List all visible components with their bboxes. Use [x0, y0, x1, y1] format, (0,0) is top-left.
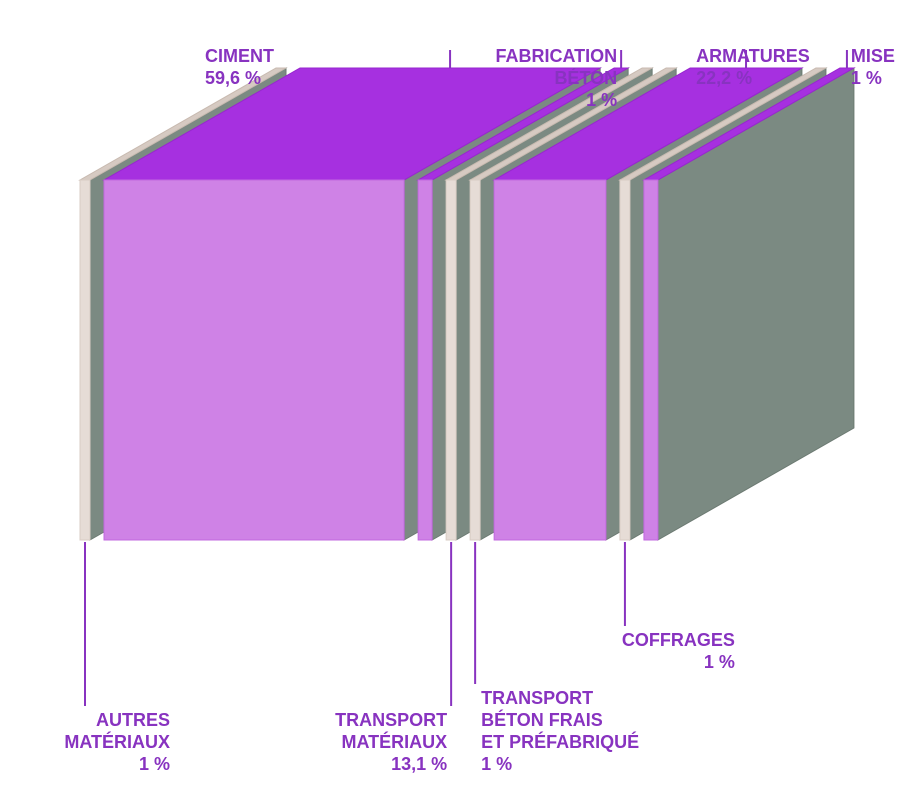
label-mise-en-place: MISE EN PLACE1 %: [851, 46, 900, 88]
slab-transport_beton_frais-front: [470, 180, 480, 540]
label-coffrages-line2: 1 %: [704, 652, 735, 672]
label-transport-materiaux-line2: MATÉRIAUX: [341, 731, 447, 752]
label-armatures-line1: ARMATURES: [696, 46, 810, 66]
slab-autres_materiaux-front: [80, 180, 90, 540]
label-fabrication-line3: 1 %: [586, 90, 617, 110]
slab-ciment-front: [104, 180, 404, 540]
slab-coffrages-front: [620, 180, 630, 540]
label-autres-materiaux: AUTRESMATÉRIAUX1 %: [64, 710, 170, 774]
label-fabrication-line2: BÉTON: [554, 67, 617, 88]
slab-mise_en_place-front: [644, 180, 658, 540]
label-autres-materiaux-line2: MATÉRIAUX: [64, 731, 170, 752]
label-fabrication-line1: FABRICATION: [495, 46, 617, 66]
label-transport-materiaux-line1: TRANSPORT: [335, 710, 447, 730]
label-mise-en-place-line1: MISE EN PLACE: [851, 46, 900, 66]
label-armatures-line2: 22,2 %: [696, 68, 752, 88]
label-transport-materiaux-line3: 13,1 %: [391, 754, 447, 774]
label-autres-materiaux-line1: AUTRES: [96, 710, 170, 730]
label-autres-materiaux-line3: 1 %: [139, 754, 170, 774]
exploded-3d-chart: CIMENT59,6 %FABRICATIONBÉTON1 %ARMATURES…: [0, 0, 900, 808]
slab-fabrication_beton-front: [418, 180, 432, 540]
label-transport-beton-line3: ET PRÉFABRIQUÉ: [481, 731, 639, 752]
label-ciment-line2: 59,6 %: [205, 68, 261, 88]
slab-transport_materiaux-front: [446, 180, 456, 540]
label-transport-beton: TRANSPORTBÉTON FRAISET PRÉFABRIQUÉ1 %: [481, 688, 639, 774]
label-transport-beton-line1: TRANSPORT: [481, 688, 593, 708]
label-transport-materiaux: TRANSPORTMATÉRIAUX13,1 %: [335, 710, 447, 774]
label-transport-beton-line4: 1 %: [481, 754, 512, 774]
label-mise-en-place-line2: 1 %: [851, 68, 882, 88]
label-transport-beton-line2: BÉTON FRAIS: [481, 709, 603, 730]
label-coffrages: COFFRAGES1 %: [622, 630, 735, 672]
label-coffrages-line1: COFFRAGES: [622, 630, 735, 650]
label-ciment-line1: CIMENT: [205, 46, 274, 66]
slab-armatures-front: [494, 180, 606, 540]
